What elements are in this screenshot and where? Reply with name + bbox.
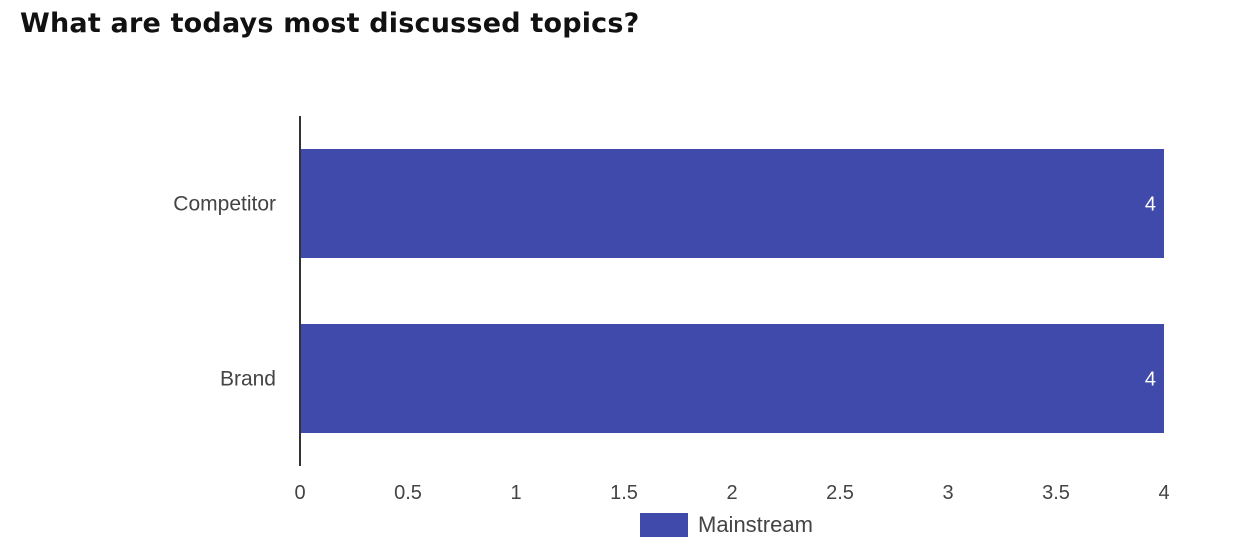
bar-brand[interactable] <box>301 324 1164 433</box>
x-tick-label: 1 <box>510 482 521 504</box>
x-tick-label: 1.5 <box>610 482 638 504</box>
x-tick-label: 2 <box>726 482 737 504</box>
bar-competitor[interactable] <box>301 149 1164 258</box>
x-tick-label: 0 <box>294 482 305 504</box>
category-labels-group: Competitor Brand <box>173 193 276 391</box>
legend[interactable]: Mainstream <box>640 512 813 537</box>
x-tick-label: 2.5 <box>826 482 854 504</box>
category-label-brand: Brand <box>220 368 276 391</box>
data-label-brand: 4 <box>1145 369 1156 391</box>
x-tick-label: 0.5 <box>394 482 422 504</box>
data-labels-group: 44 <box>1145 194 1156 391</box>
x-tick-label: 4 <box>1158 482 1169 504</box>
x-tick-label: 3 <box>942 482 953 504</box>
x-tick-label: 3.5 <box>1042 482 1070 504</box>
legend-label: Mainstream <box>698 512 813 537</box>
page-title: What are todays most discussed topics? <box>20 8 640 39</box>
x-tick-labels-group: 0 0.5 1 1.5 2 2.5 3 3.5 4 <box>294 482 1169 504</box>
bars-group <box>301 149 1164 433</box>
data-label-competitor: 4 <box>1145 194 1156 216</box>
category-label-competitor: Competitor <box>173 193 276 216</box>
legend-swatch <box>640 513 688 537</box>
